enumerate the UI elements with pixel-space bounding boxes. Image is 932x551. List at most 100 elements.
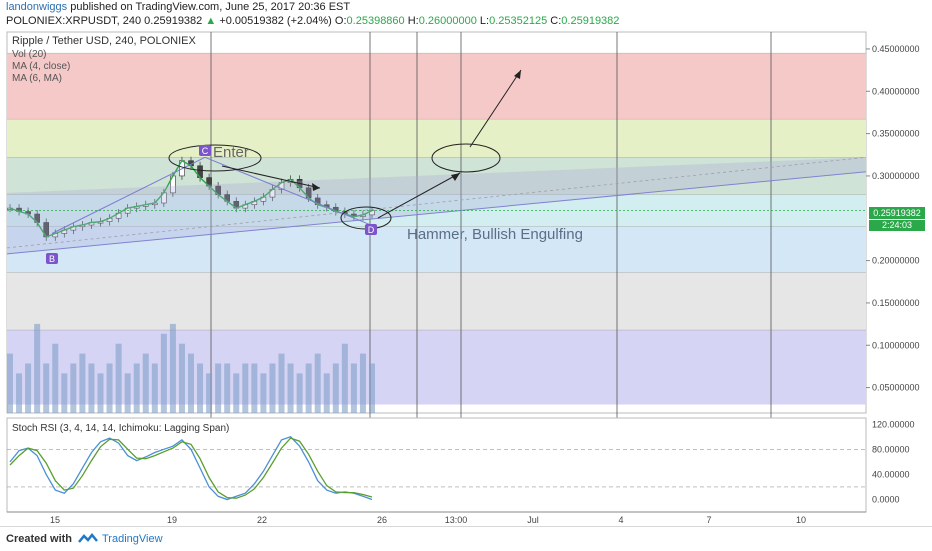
footer: Created with TradingView <box>0 526 932 551</box>
x-tick-label-5: Jul <box>527 515 539 525</box>
change-value: +0.00519382 (+2.04%) <box>219 15 332 27</box>
volume-bar-17 <box>160 333 167 413</box>
fib-zone-1 <box>7 119 866 158</box>
enter-annotation: Enter <box>213 144 249 161</box>
stoch-rsi-pane: 120.00000 80.00000 40.00000 0.0000 <box>6 417 915 513</box>
volume-bar-38 <box>350 363 357 413</box>
stoch-y-tick-2: 40.00000 <box>872 469 910 479</box>
volume-bar-24 <box>224 363 231 413</box>
low-label: L: <box>479 15 490 27</box>
volume-bar-4 <box>43 363 50 413</box>
volume-bar-2 <box>25 363 32 413</box>
countdown-tag: 2:24:03 <box>869 220 925 231</box>
volume-bar-34 <box>314 353 321 413</box>
volume-bar-1 <box>16 373 23 413</box>
point-d-marker: D <box>365 224 377 235</box>
target-ellipse <box>431 143 501 173</box>
last-price: 0.25919382 <box>144 15 203 27</box>
y-tick-label-0: 0.45000000 <box>872 44 920 54</box>
volume-bar-9 <box>88 363 95 413</box>
x-tick-label-2: 22 <box>257 515 267 525</box>
volume-bar-30 <box>278 353 285 413</box>
open-label: O: <box>334 15 347 27</box>
up-arrow-icon: ▲ <box>205 15 217 27</box>
volume-bar-27 <box>251 363 258 413</box>
volume-bar-19 <box>178 343 185 413</box>
x-tick-label-4: 13:00 <box>445 515 468 525</box>
tradingview-link[interactable]: TradingView <box>102 533 163 545</box>
time-axis: 15 19 22 26 13:00 Jul 4 7 10 <box>7 511 866 525</box>
stoch-y-tick-0: 120.00000 <box>872 419 915 429</box>
tradingview-logo-icon <box>78 533 98 543</box>
last-price-tag: 0.25919382 <box>869 207 925 219</box>
volume-bar-28 <box>260 373 267 413</box>
volume-bar-35 <box>323 373 330 413</box>
stoch-line-k <box>9 436 373 501</box>
point-b-label: B <box>49 254 55 264</box>
legend-ma-6: MA (6, MA) <box>12 73 62 84</box>
x-tick-label-7: 7 <box>706 515 711 525</box>
x-tick-label-8: 10 <box>796 515 806 525</box>
point-d-label: D <box>368 225 375 235</box>
volume-bar-22 <box>206 373 213 413</box>
y-tick-label-2: 0.35000000 <box>872 129 920 139</box>
author-link[interactable]: landonwiggs <box>6 1 68 13</box>
published-text: published on TradingView.com, June 25, 2… <box>70 1 351 13</box>
stoch-pane-frame <box>6 417 867 513</box>
fib-zone-0 <box>7 53 866 120</box>
high-value: 0.26000000 <box>418 15 477 27</box>
y-tick-label-3: 0.30000000 <box>872 171 920 181</box>
x-tick-label-0: 15 <box>50 515 60 525</box>
y-tick-label-5: 0.15000000 <box>872 298 920 308</box>
published-line: landonwiggs published on TradingView.com… <box>6 1 350 13</box>
arrow-up-1-line <box>377 172 461 219</box>
volume-bar-3 <box>34 323 41 413</box>
volume-bar-15 <box>142 353 149 413</box>
volume-bar-20 <box>188 353 194 413</box>
volume-bar-12 <box>115 343 122 413</box>
volume-bar-5 <box>52 343 59 413</box>
volume-bar-33 <box>305 363 312 413</box>
stoch-y-tick-1: 80.00000 <box>872 444 910 454</box>
chart-canvas[interactable]: 0.45000000 0.40000000 0.35000000 0.30000000… <box>0 0 932 526</box>
volume-bar-6 <box>61 373 68 413</box>
hammer-annotation: Hammer, Bullish Engulfing <box>407 226 583 243</box>
quote-line: POLONIEX:XRPUSDT, 240 0.25919382 ▲ +0.00… <box>6 15 619 27</box>
volume-bar-21 <box>197 363 204 413</box>
volume-bar-39 <box>359 353 366 413</box>
legend-vol: Vol (20) <box>12 49 46 60</box>
y-tick-label-1: 0.40000000 <box>872 86 920 96</box>
volume-bar-8 <box>79 353 86 413</box>
enter-ellipse <box>168 144 262 172</box>
volume-bar-0 <box>7 353 13 413</box>
arrow-up-2-head <box>514 70 521 79</box>
fib-zone-5 <box>7 272 866 331</box>
volume-bar-26 <box>242 363 249 413</box>
created-with-text: Created with <box>6 533 73 545</box>
x-tick-label-1: 19 <box>167 515 177 525</box>
point-b-marker: B <box>46 253 58 264</box>
arrow-c-d-head <box>312 183 320 191</box>
stoch-y-tick-3: 0.0000 <box>872 494 900 504</box>
fib-zone-4 <box>7 226 866 273</box>
volume-bar-36 <box>332 363 339 413</box>
fib-zone-6 <box>7 330 866 405</box>
volume-bar-7 <box>70 363 77 413</box>
arrow-up-1-head <box>451 173 460 181</box>
arrow-c-d-line <box>221 165 321 189</box>
ma-line <box>9 159 373 238</box>
volume-bar-31 <box>287 363 294 413</box>
symbol-label: POLONIEX:XRPUSDT, 240 <box>6 15 142 27</box>
x-tick-label-3: 26 <box>377 515 387 525</box>
point-c-label: C <box>202 146 209 156</box>
volume-bar-10 <box>97 373 104 413</box>
fib-zone-2 <box>7 157 866 195</box>
volume-bar-13 <box>124 373 131 413</box>
high-label: H: <box>407 15 419 27</box>
trend-line-lower <box>6 171 867 255</box>
leg-bc-line <box>51 156 206 234</box>
close-label: C: <box>550 15 562 27</box>
point-c-marker: C <box>199 145 211 156</box>
y-tick-label-7: 0.05000000 <box>872 383 920 393</box>
price-pane: 0.45000000 0.40000000 0.35000000 0.30000000… <box>6 31 920 498</box>
